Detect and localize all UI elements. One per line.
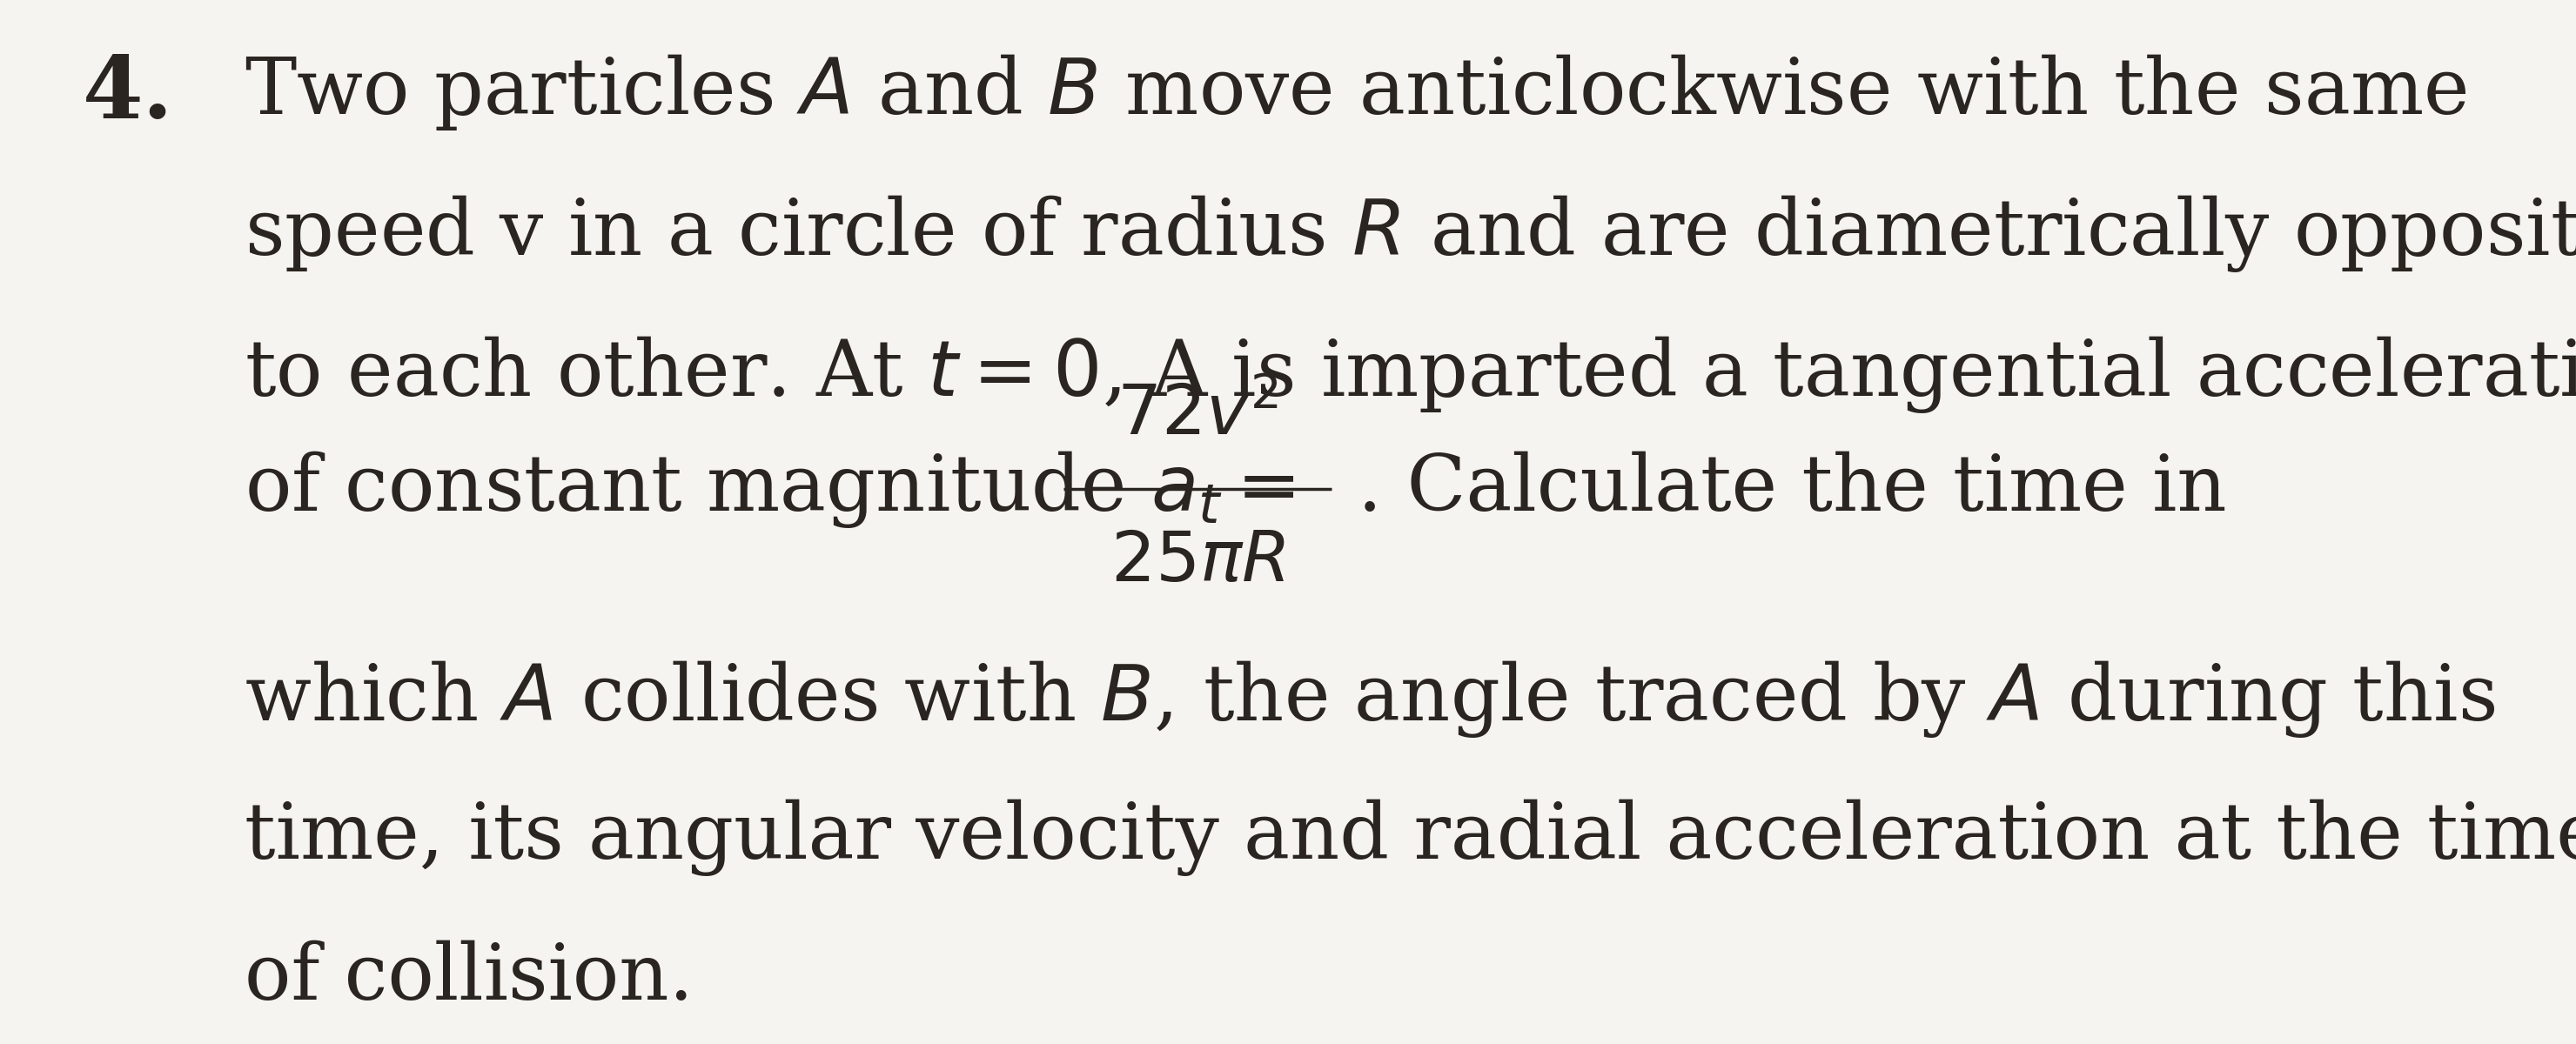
Text: which $A$ collides with $B$, the angle traced by $A$ during this: which $A$ collides with $B$, the angle t… — [245, 659, 2496, 739]
Text: time, its angular velocity and radial acceleration at the time: time, its angular velocity and radial ac… — [245, 800, 2576, 876]
Text: of constant magnitude $a_t=$: of constant magnitude $a_t=$ — [245, 449, 1296, 529]
Text: . Calculate the time in: . Calculate the time in — [1358, 451, 2226, 527]
Text: of collision.: of collision. — [245, 941, 693, 1016]
Text: $25\pi R$: $25\pi R$ — [1110, 528, 1285, 596]
Text: $72v^2$: $72v^2$ — [1118, 382, 1278, 450]
Text: Two particles $A$ and $B$ move anticlockwise with the same: Two particles $A$ and $B$ move anticlock… — [245, 52, 2468, 133]
Text: to each other. At $t=0$, A is imparted a tangential acceleration: to each other. At $t=0$, A is imparted a… — [245, 334, 2576, 416]
Text: 4.: 4. — [82, 52, 173, 137]
Text: speed v in a circle of radius $R$ and are diametrically opposite: speed v in a circle of radius $R$ and ar… — [245, 193, 2576, 275]
